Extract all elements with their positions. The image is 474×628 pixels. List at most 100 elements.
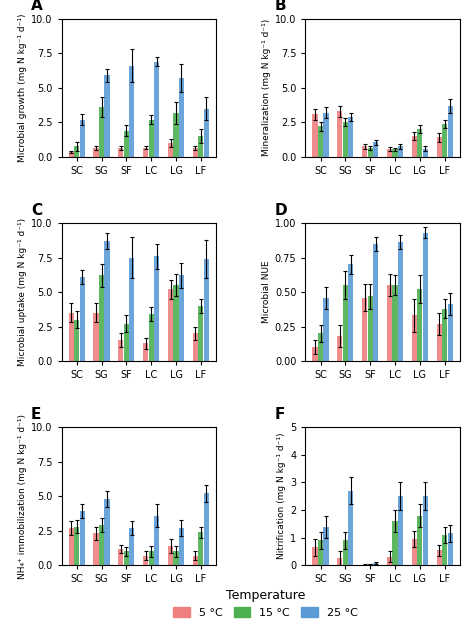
Bar <box>362 146 367 157</box>
Text: C: C <box>31 202 42 217</box>
Bar <box>93 148 99 157</box>
Bar <box>198 136 203 157</box>
Bar <box>373 244 378 361</box>
Bar <box>447 106 453 157</box>
Bar <box>204 109 209 157</box>
Bar <box>423 496 428 565</box>
Bar <box>337 336 343 361</box>
Bar <box>417 516 422 565</box>
Bar <box>312 114 318 157</box>
Bar <box>129 66 135 157</box>
Bar <box>447 305 453 361</box>
Bar <box>348 117 354 157</box>
Bar <box>74 320 79 361</box>
Bar <box>392 521 398 565</box>
Bar <box>80 119 85 157</box>
Bar <box>387 285 392 361</box>
Bar <box>442 124 447 157</box>
Bar <box>193 333 198 361</box>
Bar <box>80 277 85 361</box>
Bar <box>362 298 367 361</box>
Bar <box>143 556 148 565</box>
Bar <box>312 547 318 565</box>
Bar <box>373 563 378 565</box>
Bar <box>193 556 198 565</box>
Bar <box>168 143 173 157</box>
Text: F: F <box>274 407 285 422</box>
Legend: 5 °C, 15 °C, 25 °C: 5 °C, 15 °C, 25 °C <box>169 584 362 622</box>
Bar <box>129 528 135 565</box>
Bar <box>74 526 79 565</box>
Bar <box>69 528 74 565</box>
Bar <box>154 516 159 565</box>
Bar <box>387 149 392 157</box>
Y-axis label: NH₄⁺ immobilization (mg N kg⁻¹ d⁻¹): NH₄⁺ immobilization (mg N kg⁻¹ d⁻¹) <box>18 414 27 579</box>
Bar <box>179 78 184 157</box>
Bar <box>392 149 398 157</box>
Bar <box>343 285 348 361</box>
Y-axis label: Microbial uptake (mg N kg⁻¹ d⁻¹): Microbial uptake (mg N kg⁻¹ d⁻¹) <box>18 218 27 366</box>
Bar <box>437 324 442 361</box>
Bar <box>104 241 109 361</box>
Bar <box>323 298 328 361</box>
Bar <box>179 276 184 361</box>
Bar <box>173 285 179 361</box>
Bar <box>398 496 403 565</box>
Bar <box>118 340 124 361</box>
Bar <box>99 525 104 565</box>
Bar <box>154 256 159 361</box>
Bar <box>417 290 422 361</box>
Text: B: B <box>274 0 286 13</box>
Bar <box>447 533 453 565</box>
Bar <box>168 290 173 361</box>
Bar <box>343 540 348 565</box>
Y-axis label: Microbial NUE: Microbial NUE <box>262 261 271 323</box>
Bar <box>423 149 428 157</box>
Bar <box>423 233 428 361</box>
Bar <box>318 333 323 361</box>
Bar <box>412 315 417 361</box>
Bar <box>442 308 447 361</box>
Bar <box>198 532 203 565</box>
Bar <box>149 119 154 157</box>
Bar <box>124 324 129 361</box>
Bar <box>387 557 392 565</box>
Bar <box>149 314 154 361</box>
Y-axis label: Microbial growth (mg N kg⁻¹ d⁻¹): Microbial growth (mg N kg⁻¹ d⁻¹) <box>18 14 27 162</box>
Bar <box>149 551 154 565</box>
Bar <box>104 499 109 565</box>
Bar <box>412 136 417 157</box>
Bar <box>337 111 343 157</box>
Bar <box>124 131 129 157</box>
Bar <box>318 540 323 565</box>
Bar <box>198 306 203 361</box>
Bar <box>437 550 442 565</box>
Bar <box>129 257 135 361</box>
Bar <box>118 148 124 157</box>
Bar <box>168 546 173 565</box>
Bar <box>348 490 354 565</box>
Bar <box>179 528 184 565</box>
Bar <box>318 126 323 157</box>
Bar <box>442 535 447 565</box>
Bar <box>323 526 328 565</box>
Bar <box>337 558 343 565</box>
Text: A: A <box>31 0 43 13</box>
Bar <box>368 148 373 157</box>
Bar <box>69 313 74 361</box>
Bar <box>392 285 398 361</box>
Bar <box>99 107 104 157</box>
Bar <box>118 549 124 565</box>
Bar <box>93 533 99 565</box>
Bar <box>104 75 109 157</box>
Bar <box>80 511 85 565</box>
Text: E: E <box>31 407 41 422</box>
Bar <box>398 242 403 361</box>
Bar <box>173 112 179 157</box>
Bar <box>398 146 403 157</box>
Bar <box>193 148 198 157</box>
Bar <box>368 296 373 361</box>
Bar <box>204 259 209 361</box>
Bar <box>74 146 79 157</box>
Y-axis label: Nitrification (mg N kg⁻¹ d⁻¹): Nitrification (mg N kg⁻¹ d⁻¹) <box>277 433 286 560</box>
